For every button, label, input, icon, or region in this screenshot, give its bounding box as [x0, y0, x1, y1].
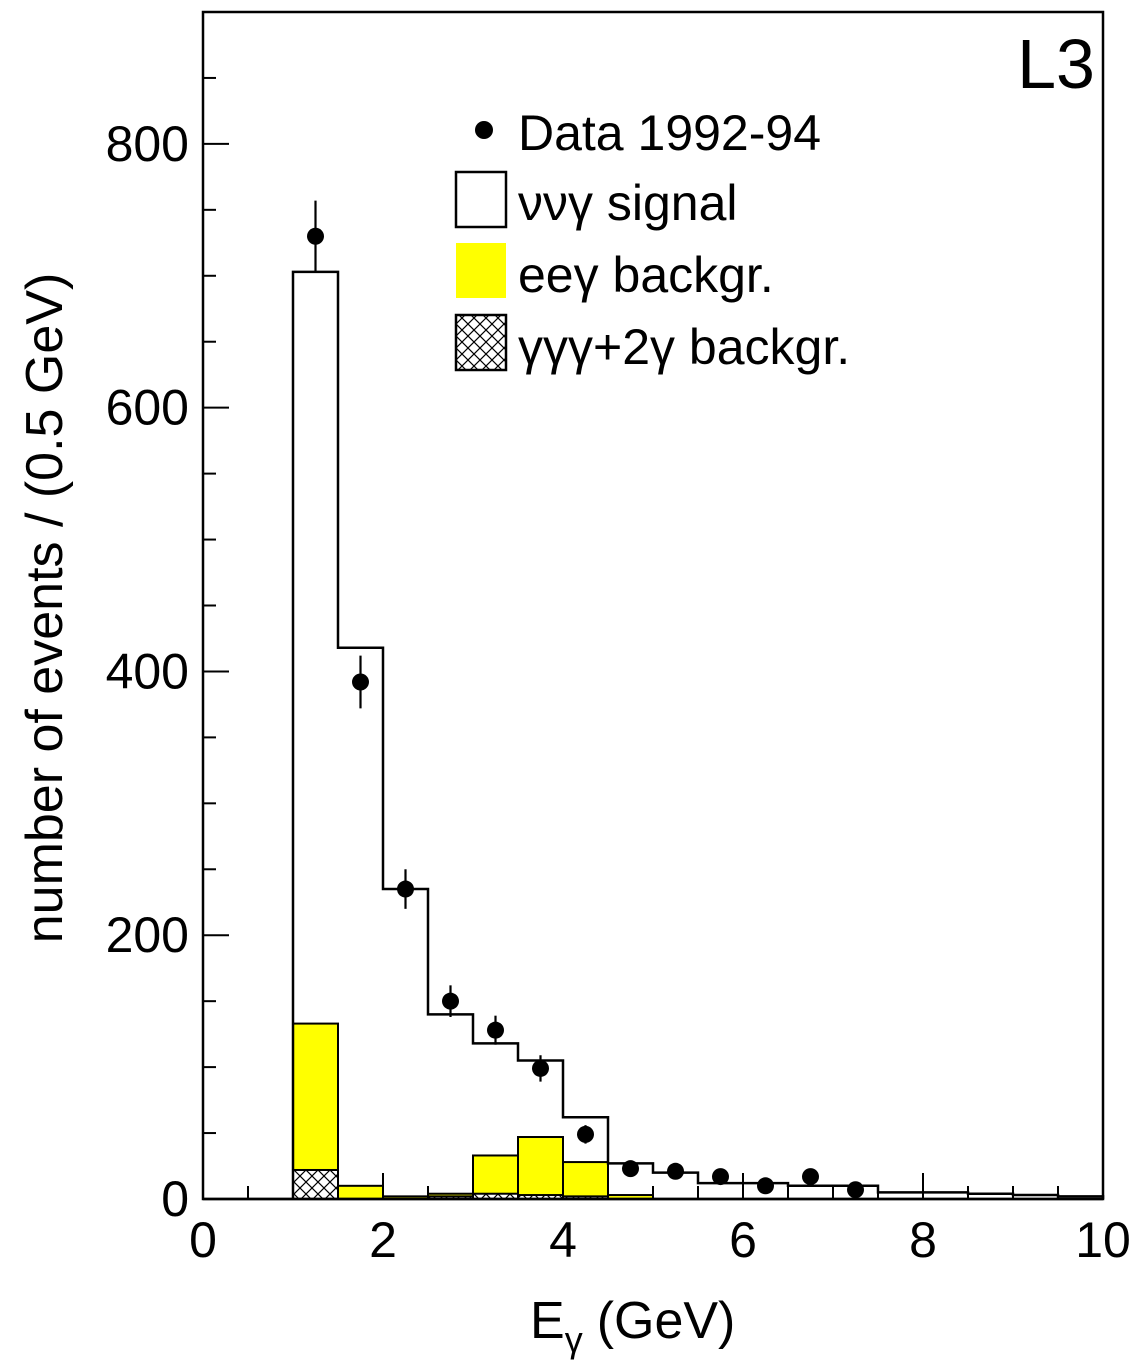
- x-tick-label: 2: [369, 1212, 397, 1268]
- legend-data-marker: [475, 121, 493, 139]
- data-point: [442, 992, 459, 1010]
- y-axis: 0 200 400 600 800: [106, 11, 229, 1227]
- legend-signal-label: ννγ signal: [518, 175, 738, 231]
- y-tick-label: 0: [161, 1171, 189, 1227]
- data-point: [622, 1160, 639, 1178]
- ggg-background-bar: [292, 1168, 339, 1201]
- data-point: [667, 1162, 684, 1180]
- experiment-label: L3: [1017, 25, 1095, 103]
- legend-eeg-label: eeγ backgr.: [518, 247, 774, 303]
- data-point: [757, 1177, 774, 1195]
- data-point: [397, 880, 414, 898]
- x-axis-title: Eγ (GeV): [530, 1292, 735, 1360]
- data-point: [352, 673, 369, 691]
- legend-data-label: Data 1992-94: [518, 105, 821, 161]
- eeg-background-bar: [517, 1136, 564, 1200]
- data-point: [487, 1021, 504, 1039]
- x-axis-title-subscript: γ: [565, 1319, 583, 1360]
- data-point: [532, 1059, 549, 1077]
- eeg-background-bar: [472, 1154, 519, 1201]
- data-points-layer: [307, 200, 864, 1199]
- legend: Data 1992-94 ννγ signal eeγ backgr. γγγ+…: [454, 105, 850, 375]
- legend-signal-swatch: [454, 170, 508, 229]
- legend-ggg-swatch: [454, 313, 508, 372]
- x-tick-label: 4: [549, 1212, 577, 1268]
- data-point: [577, 1125, 594, 1143]
- y-tick-label: 200: [106, 907, 189, 963]
- y-tick-label: 800: [106, 116, 189, 172]
- x-axis-title-symbol: E: [530, 1292, 565, 1350]
- x-axis: 0 2 4 6 8 10: [189, 1173, 1131, 1268]
- data-point: [847, 1181, 864, 1199]
- x-axis-title-unit: (GeV): [597, 1292, 736, 1350]
- x-tick-label: 0: [189, 1212, 217, 1268]
- eeg-background-bar: [562, 1161, 609, 1201]
- x-tick-label: 10: [1075, 1212, 1131, 1268]
- legend-ggg-label: γγγ+2γ backgr.: [518, 319, 850, 375]
- x-tick-label: 6: [729, 1212, 757, 1268]
- signal-histogram: [291, 270, 1105, 1199]
- eeg-background-bar: [337, 1184, 384, 1201]
- histogram-layer: [203, 270, 1105, 1201]
- y-tick-label: 600: [106, 380, 189, 436]
- y-tick-label: 400: [106, 643, 189, 699]
- y-axis-title: number of events / (0.5 GeV): [16, 273, 74, 944]
- data-point: [802, 1168, 819, 1186]
- data-point: [712, 1168, 729, 1186]
- x-tick-label: 8: [909, 1212, 937, 1268]
- legend-eeg-swatch: [456, 243, 506, 298]
- data-point: [307, 227, 324, 245]
